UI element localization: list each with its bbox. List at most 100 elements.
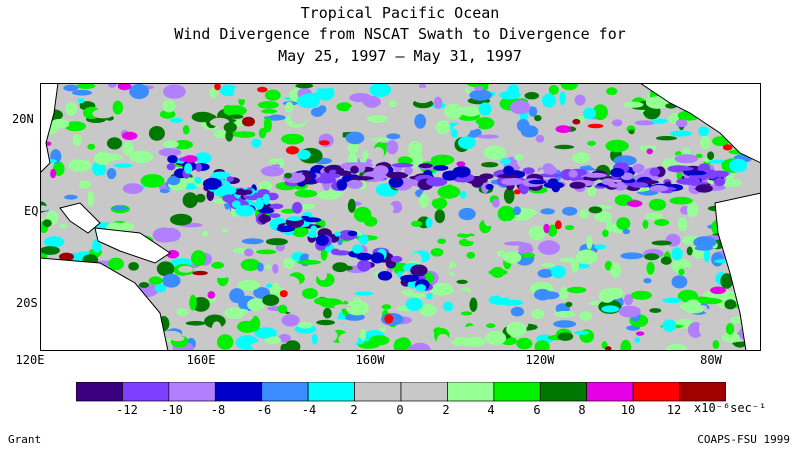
field-patch <box>281 296 305 313</box>
field-patch <box>437 238 446 244</box>
field-patch <box>698 126 710 137</box>
field-patch <box>579 311 592 322</box>
field-patch <box>223 122 237 133</box>
field-patch <box>513 206 521 215</box>
field-patch <box>686 246 693 256</box>
field-patch <box>606 219 613 234</box>
field-patch <box>65 102 77 116</box>
field-patch <box>409 342 431 351</box>
field-patch <box>514 266 523 271</box>
field-patch <box>703 248 711 263</box>
field-patch <box>601 178 615 186</box>
north-america <box>639 83 761 164</box>
field-patch <box>231 200 241 208</box>
field-patch <box>295 83 314 89</box>
field-patch <box>466 251 476 259</box>
lon-label-80w: 80W <box>700 353 722 367</box>
field-patch <box>683 170 707 176</box>
field-patch <box>430 248 444 257</box>
colorbar-swatch <box>76 382 123 402</box>
field-patch <box>642 219 649 229</box>
field-patch <box>68 237 84 252</box>
field-patch <box>222 194 236 203</box>
field-patch <box>113 163 133 168</box>
field-patch <box>649 167 660 177</box>
field-patch <box>169 117 183 123</box>
field-patch <box>651 290 662 297</box>
field-patch <box>604 260 613 271</box>
field-patch <box>379 327 387 332</box>
field-patch <box>265 238 288 246</box>
field-patch <box>602 229 609 238</box>
field-patch <box>678 268 685 276</box>
field-patch <box>433 327 444 335</box>
field-patch <box>315 176 337 184</box>
field-patch <box>643 278 652 284</box>
field-patch <box>554 144 575 150</box>
field-patch <box>559 286 569 301</box>
field-patch <box>698 321 707 336</box>
field-patch <box>387 204 394 213</box>
field-patch <box>318 328 338 343</box>
field-patch <box>255 197 264 210</box>
field-patch <box>211 261 224 269</box>
field-patch <box>212 271 232 279</box>
field-patch <box>351 190 363 198</box>
field-patch <box>662 319 677 332</box>
field-patch <box>112 100 124 115</box>
field-patch <box>471 178 484 188</box>
field-patch <box>460 106 482 117</box>
field-patch <box>318 105 327 114</box>
field-patch <box>433 165 449 171</box>
field-patch <box>604 346 612 351</box>
field-patch <box>285 101 294 113</box>
field-patch <box>537 268 554 278</box>
field-patch <box>268 213 281 219</box>
new-guinea <box>94 227 171 264</box>
field-patch <box>331 248 341 255</box>
field-patch <box>59 224 68 229</box>
field-patch <box>237 320 258 333</box>
field-patch <box>64 194 78 200</box>
colorbar-label: 6 <box>533 403 541 417</box>
field-patch <box>469 89 492 101</box>
field-patch <box>391 255 403 263</box>
colorbar-swatch <box>539 382 588 402</box>
field-patch <box>503 165 515 176</box>
field-patch <box>391 97 411 113</box>
field-patch <box>240 258 261 271</box>
field-patch <box>296 149 311 160</box>
field-patch <box>543 181 565 189</box>
lon-label-120w: 120W <box>525 353 555 367</box>
field-patch <box>277 304 288 314</box>
field-patch <box>624 294 633 306</box>
field-patch <box>106 168 117 180</box>
field-patch <box>334 304 352 309</box>
field-patch <box>362 150 369 161</box>
field-patch <box>350 165 359 174</box>
field-patch <box>409 152 424 169</box>
field-patch <box>297 259 322 265</box>
field-patch <box>140 174 165 188</box>
field-patch <box>535 134 545 143</box>
field-patch <box>281 133 305 145</box>
field-patch <box>284 340 301 351</box>
field-patch <box>554 220 562 230</box>
field-patch <box>608 183 622 188</box>
field-patch <box>420 138 443 144</box>
field-patch <box>644 212 664 220</box>
field-patch <box>573 330 590 335</box>
field-patch <box>286 216 303 222</box>
field-patch <box>228 114 244 119</box>
field-patch <box>129 83 149 100</box>
field-patch <box>429 282 454 296</box>
field-patch <box>707 169 718 180</box>
field-patch <box>485 331 507 345</box>
field-patch <box>357 259 372 272</box>
field-patch <box>76 83 96 89</box>
field-patch <box>92 239 102 253</box>
field-patch <box>278 333 291 343</box>
field-patch <box>649 185 669 192</box>
field-patch <box>586 235 593 250</box>
colorbar-swatch <box>586 382 634 402</box>
